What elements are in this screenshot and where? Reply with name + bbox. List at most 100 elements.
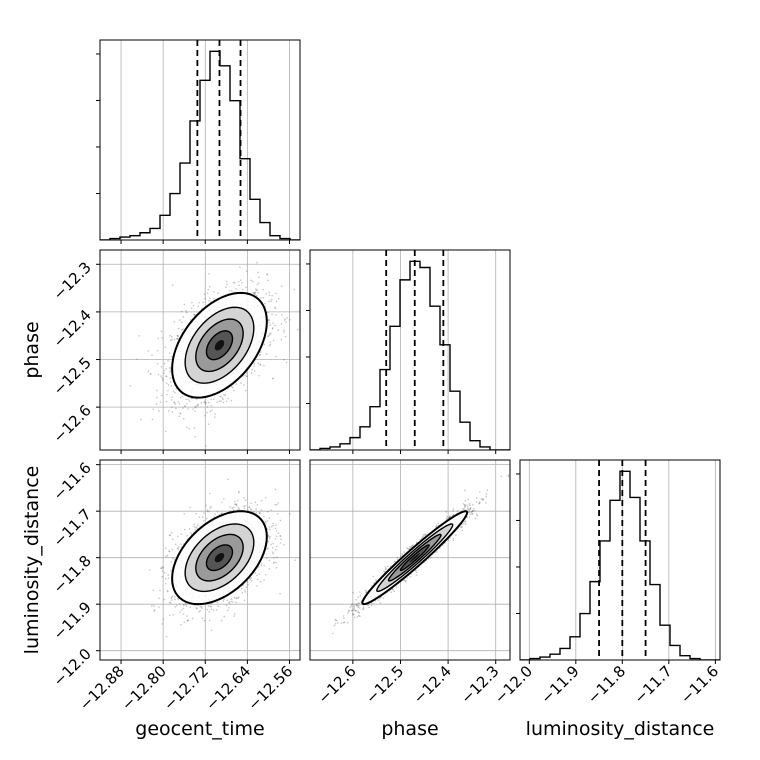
y-tick-label: −12.5	[50, 354, 95, 399]
sample-point	[231, 507, 234, 509]
sample-point	[183, 303, 186, 306]
sample-point	[176, 338, 178, 340]
sample-point	[210, 608, 213, 610]
sample-point	[230, 399, 233, 402]
y-tick-label: −12.0	[50, 645, 95, 690]
sample-point	[186, 534, 188, 537]
sample-point	[176, 335, 179, 337]
sample-point	[267, 535, 270, 538]
sample-point	[259, 511, 261, 514]
sample-point	[179, 412, 181, 415]
sample-point	[233, 389, 235, 392]
sample-point	[271, 547, 274, 549]
sample-point	[204, 414, 206, 417]
sample-point	[267, 335, 270, 337]
sample-point	[240, 382, 242, 384]
sample-point	[149, 373, 152, 375]
sample-point	[205, 517, 208, 520]
sample-point	[200, 402, 203, 404]
sample-point	[138, 335, 141, 337]
panel-frame	[99, 249, 301, 451]
sample-point	[162, 566, 164, 569]
sample-point	[183, 528, 186, 531]
density-contour-4	[214, 553, 225, 563]
sample-point	[156, 389, 158, 392]
sample-point	[193, 523, 196, 526]
sample-point	[274, 307, 277, 310]
sample-point	[245, 286, 247, 289]
sample-point	[282, 329, 285, 332]
sample-point	[194, 528, 197, 531]
sample-point	[151, 354, 153, 356]
y-tick-label: −12.4	[50, 306, 95, 351]
sample-point	[185, 309, 187, 312]
sample-point	[275, 530, 278, 532]
sample-point	[196, 524, 199, 526]
sample-point	[172, 390, 175, 393]
sample-point	[266, 548, 268, 550]
sample-point	[180, 533, 182, 535]
sample-point	[170, 399, 173, 401]
sample-point	[204, 297, 206, 300]
sample-point	[167, 410, 170, 412]
sample-point	[156, 349, 159, 352]
sample-point	[256, 261, 258, 264]
sample-point	[268, 332, 271, 335]
sample-point	[283, 319, 286, 321]
x-tick-label: −12.80	[118, 662, 170, 714]
sample-point	[170, 338, 173, 341]
sample-point	[460, 525, 463, 528]
sample-point	[253, 370, 256, 372]
x-tick-label: −12.72	[160, 662, 212, 714]
sample-point	[176, 547, 179, 550]
sample-point	[206, 406, 209, 408]
sample-point	[244, 504, 246, 507]
sample-point	[280, 338, 283, 341]
sample-point	[168, 534, 171, 537]
sample-point	[379, 597, 381, 599]
histogram-phase	[310, 260, 510, 450]
sample-point	[228, 607, 230, 609]
sample-point	[250, 372, 253, 374]
sample-point	[448, 516, 451, 519]
sample-point	[204, 401, 206, 404]
panel-frame	[309, 249, 511, 451]
sample-point	[355, 603, 358, 606]
sample-point	[186, 403, 188, 405]
sample-point	[268, 528, 271, 531]
sample-point	[168, 550, 171, 553]
sample-point	[262, 288, 264, 291]
sample-point	[268, 294, 271, 297]
sample-point	[275, 314, 277, 316]
sample-point	[240, 587, 243, 590]
sample-point	[205, 504, 207, 507]
sample-point	[265, 522, 267, 524]
sample-point	[272, 377, 274, 379]
sample-point	[206, 292, 209, 294]
sample-point	[256, 574, 258, 577]
sample-point	[263, 302, 266, 305]
sample-point	[279, 535, 281, 537]
sample-point	[178, 603, 181, 605]
sample-point	[285, 361, 288, 364]
sample-point	[172, 557, 174, 559]
sample-point	[225, 400, 228, 403]
sample-point	[159, 401, 162, 403]
sample-point	[210, 398, 212, 400]
y-tick-label: −11.6	[50, 459, 95, 504]
sample-point	[231, 385, 233, 388]
panel-geocent_time-luminosity_distance	[96, 459, 301, 664]
sample-point	[359, 615, 361, 617]
sample-point	[161, 336, 163, 339]
sample-point	[198, 611, 200, 613]
sample-point	[163, 369, 166, 372]
sample-point	[243, 599, 246, 602]
sample-point	[270, 543, 273, 546]
sample-point	[190, 532, 192, 534]
sample-point	[186, 615, 188, 617]
sample-point	[193, 313, 196, 316]
sample-point	[279, 519, 282, 522]
sample-point	[217, 605, 220, 608]
sample-point	[159, 589, 161, 592]
sample-point	[220, 400, 222, 402]
